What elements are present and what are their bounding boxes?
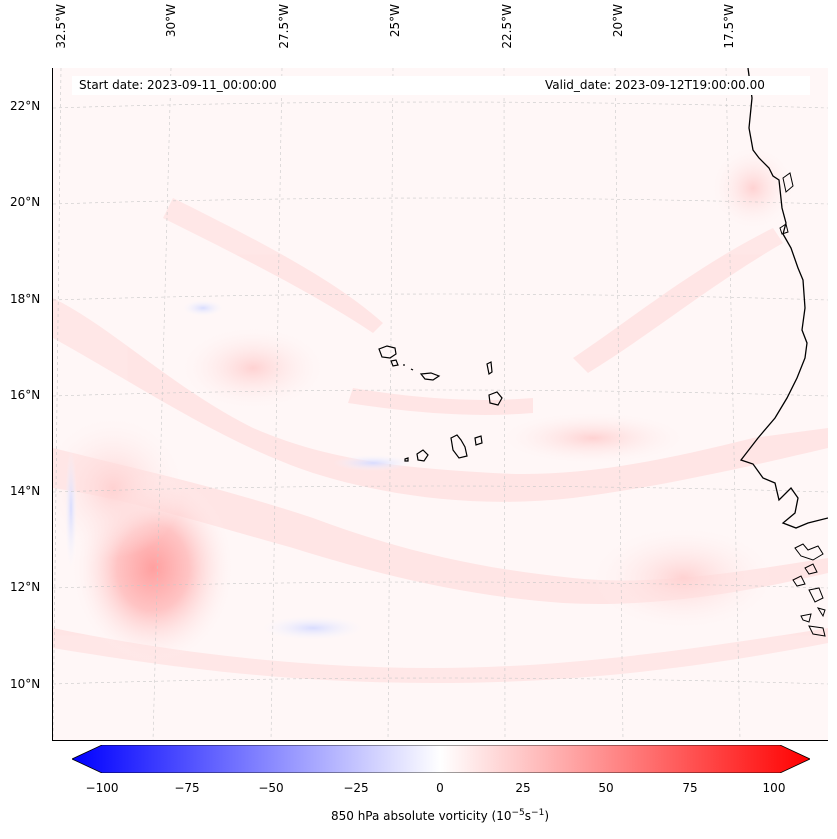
colorbar bbox=[72, 745, 810, 773]
lat-label-14n: 14°N bbox=[10, 484, 41, 498]
colorbar-label: 850 hPa absolute vorticity (10−5s−1) bbox=[330, 808, 550, 823]
colorbar-tick-75: 75 bbox=[682, 781, 698, 795]
lon-label-17-5w: 17.5°W bbox=[722, 4, 736, 49]
colorbar-tick-50: 50 bbox=[598, 781, 614, 795]
lon-label-25w: 25°W bbox=[388, 4, 402, 38]
lat-label-12n: 12°N bbox=[10, 580, 41, 594]
lat-label-18n: 18°N bbox=[10, 292, 41, 306]
cabo-verde-islands bbox=[378, 345, 503, 462]
colorbar-tick-25: 25 bbox=[515, 781, 531, 795]
vorticity-field bbox=[53, 68, 828, 740]
colorbar-tick-neg75: −75 bbox=[174, 781, 200, 795]
valid-date-label: Valid_date: 2023-09-12T19:00:00.00 bbox=[545, 78, 765, 92]
lat-label-16n: 16°N bbox=[10, 388, 41, 402]
graticule bbox=[53, 68, 828, 740]
colorbar-tick-neg50: −50 bbox=[258, 781, 284, 795]
lon-label-27-5w: 27.5°W bbox=[277, 4, 291, 49]
west-africa-coastline bbox=[739, 68, 828, 529]
lat-label-22n: 22°N bbox=[10, 99, 41, 113]
colorbar-tick-neg25: −25 bbox=[343, 781, 369, 795]
colorbar-tick-100: 100 bbox=[762, 781, 786, 795]
negative-vorticity bbox=[65, 448, 77, 568]
start-date-label: Start date: 2023-09-11_00:00:00 bbox=[79, 78, 277, 92]
vorticity-map bbox=[52, 68, 828, 741]
colorbar-tick-neg100: −100 bbox=[85, 781, 119, 795]
lon-label-20w: 20°W bbox=[611, 4, 625, 38]
lat-label-10n: 10°N bbox=[10, 677, 41, 691]
colorbar-tick-0: 0 bbox=[436, 781, 444, 795]
lon-label-32-5w: 32.5°W bbox=[54, 4, 68, 49]
lon-label-30w: 30°W bbox=[164, 4, 178, 38]
date-info-bar bbox=[72, 76, 810, 95]
lat-label-20n: 20°N bbox=[10, 195, 41, 209]
lon-label-22-5w: 22.5°W bbox=[500, 4, 514, 49]
